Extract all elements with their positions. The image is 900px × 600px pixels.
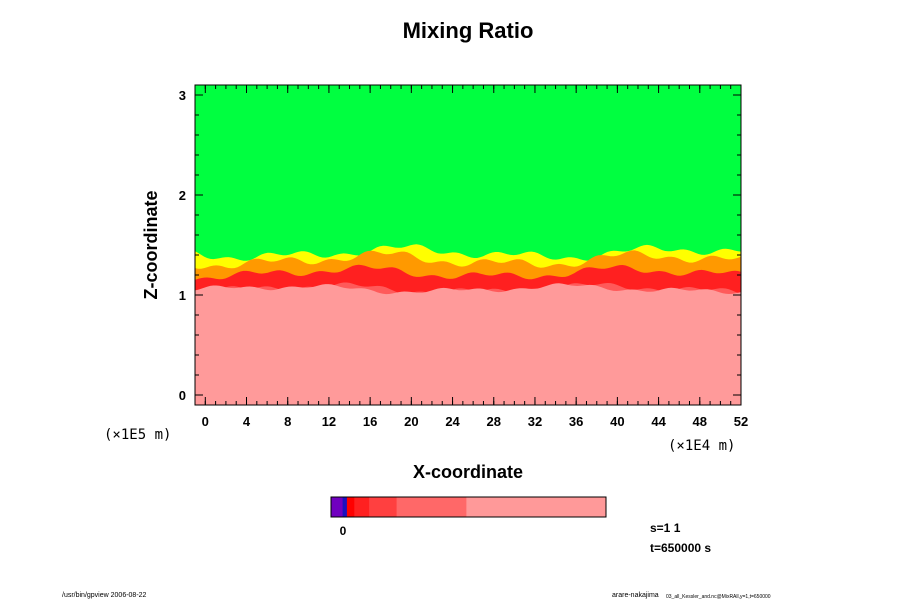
footer-left: /usr/bin/gpview 2006-08-22 — [62, 592, 147, 599]
x-tick-label: 40 — [610, 414, 624, 429]
x-tick-label: 0 — [202, 414, 209, 429]
plot-frame — [194, 84, 742, 406]
colorbar-zero-label: 0 — [340, 524, 347, 538]
chart-title: Mixing Ratio — [403, 18, 534, 43]
s-annotation: s=1 1 — [650, 521, 681, 535]
colorbar — [331, 497, 607, 517]
z-axis-label: Z-coordinate — [141, 190, 161, 299]
z-tick-label: 2 — [179, 188, 186, 203]
x-tick-label: 24 — [445, 414, 460, 429]
field-layer-pink — [195, 283, 741, 405]
x-tick-label: 48 — [693, 414, 707, 429]
colorbar-frame — [330, 496, 607, 518]
x-tick-label: 20 — [404, 414, 418, 429]
colorbar-segment — [369, 497, 398, 517]
x-tick-label: 16 — [363, 414, 377, 429]
footer-right: arare-nakajima — [612, 592, 659, 599]
x-tick-label: 8 — [284, 414, 291, 429]
z-tick-label: 1 — [179, 288, 186, 303]
x-tick-label: 32 — [528, 414, 542, 429]
x-tick-label: 44 — [651, 414, 666, 429]
x-tick-label: 28 — [487, 414, 501, 429]
x-tick-label: 4 — [243, 414, 251, 429]
z-tick-label: 0 — [179, 388, 186, 403]
colorbar-segment — [354, 497, 370, 517]
colorbar-segment — [466, 497, 607, 517]
x-tick-label: 36 — [569, 414, 583, 429]
z-axis-unit: (×1E5 m) — [104, 427, 171, 443]
colorbar-segment — [331, 497, 344, 517]
colorbar-segment — [346, 497, 355, 517]
colorbar-segment — [342, 497, 348, 517]
x-axis-unit: (×1E4 m) — [668, 438, 735, 454]
t-annotation: t=650000 s — [650, 541, 711, 555]
footer-right-sub: 03_all_Kessler_and.nc@MixRAll,y=1,t=6500… — [666, 594, 771, 600]
mixing-ratio-field — [195, 85, 741, 405]
x-tick-label: 12 — [322, 414, 336, 429]
z-tick-label: 3 — [179, 88, 186, 103]
x-tick-label: 52 — [734, 414, 748, 429]
x-axis-label: X-coordinate — [413, 462, 523, 482]
colorbar-segment — [396, 497, 467, 517]
